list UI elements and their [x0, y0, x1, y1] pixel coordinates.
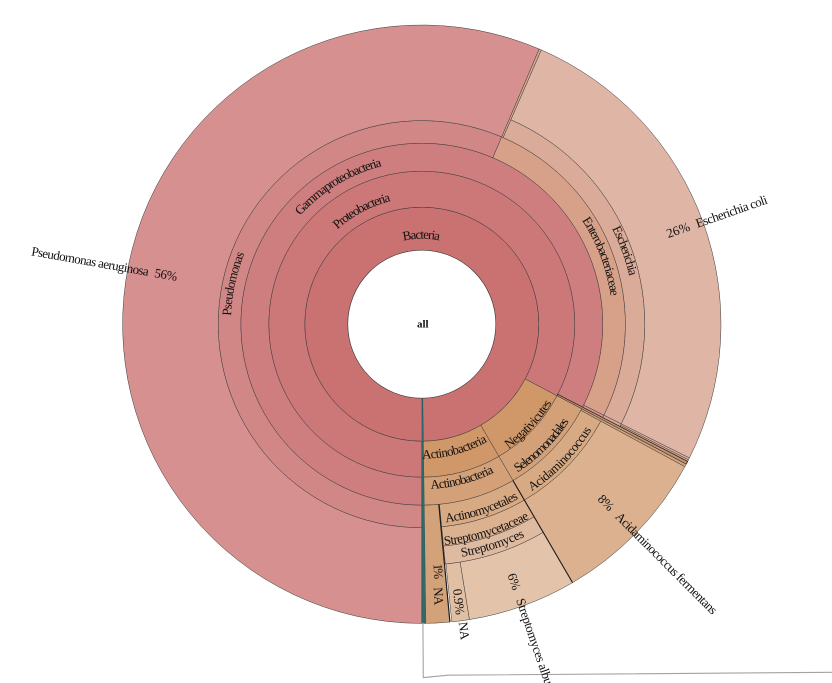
svg-text:NA: NA [456, 621, 473, 641]
svg-text:0.9%: 0.9% [450, 588, 468, 616]
svg-text:Bacteria: Bacteria [401, 227, 441, 244]
svg-text:all: all [417, 319, 429, 331]
svg-text:56%: 56% [153, 265, 178, 284]
svg-text:NA: NA [431, 587, 447, 606]
svg-text:6%: 6% [505, 571, 525, 592]
svg-text:1%: 1% [431, 563, 447, 579]
